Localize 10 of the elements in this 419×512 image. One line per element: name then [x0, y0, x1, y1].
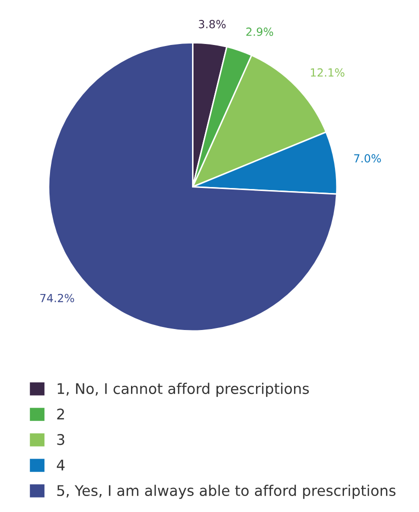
data-label: 7.0% — [354, 154, 381, 163]
data-label: 12.1% — [310, 68, 344, 77]
legend-label: 2 — [57, 408, 64, 420]
data-label: 3.8% — [198, 20, 226, 28]
legend-label: 1, No, I cannot afford prescriptions — [58, 382, 309, 397]
data-label: 2.9% — [246, 28, 274, 36]
legend-label: 5, Yes, I am always able to afford prescriptions — [57, 484, 396, 499]
legend-label: 3 — [57, 434, 64, 446]
legend-label: 4 — [56, 460, 65, 470]
data-label: 74.2% — [40, 294, 74, 302]
